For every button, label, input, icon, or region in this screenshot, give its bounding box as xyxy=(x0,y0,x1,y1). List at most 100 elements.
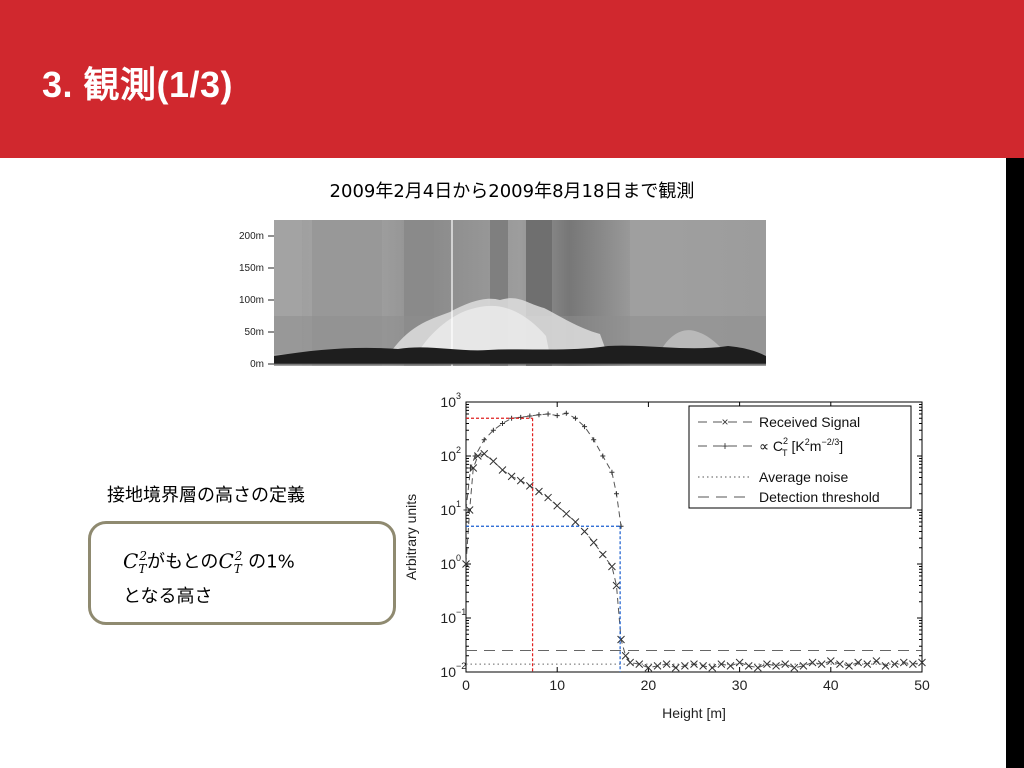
y-tick-label: 10 xyxy=(440,448,456,464)
ct2-point xyxy=(468,465,474,471)
y-tick-label: 200m xyxy=(239,231,264,242)
ct2-point xyxy=(582,424,588,430)
received-signal-point xyxy=(626,658,635,667)
definition-part-2: の1% xyxy=(242,551,295,573)
received-signal-point xyxy=(681,661,689,670)
received-signal-point xyxy=(699,661,707,670)
received-signal-point xyxy=(744,661,753,670)
received-signal-point xyxy=(489,457,498,466)
ct2-point xyxy=(563,410,569,416)
x-tick-label: 0 xyxy=(462,677,470,693)
y-tick-label: 10 xyxy=(440,394,456,410)
ct2-sup: 2 xyxy=(234,549,243,563)
received-signal-point xyxy=(589,538,598,547)
received-signal-point xyxy=(872,657,881,665)
guide-layer xyxy=(466,417,621,672)
received-signal-point xyxy=(753,663,762,672)
ct2-point xyxy=(591,437,597,443)
y-tick-exponent: 3 xyxy=(456,391,461,401)
received-signal-point xyxy=(899,658,908,667)
signal-profile-chart: 0 10 20 30 40 50 10 3 10 2 10 1 10 0 10 −1 10 −2 Height … xyxy=(398,386,934,730)
received-signal-point xyxy=(498,466,507,474)
received-signal-point xyxy=(617,635,625,644)
received-signal-point xyxy=(918,658,926,667)
received-signal-point xyxy=(571,518,580,526)
ct2-point xyxy=(527,413,533,419)
received-signal-point xyxy=(717,660,726,668)
received-signal-point xyxy=(808,658,817,667)
received-signal-point xyxy=(708,663,717,672)
received-signal-point xyxy=(598,550,607,559)
ct2-point xyxy=(472,453,478,459)
received-signal-point xyxy=(845,661,853,670)
x-tick-label: 50 xyxy=(914,677,930,693)
received-signal-point xyxy=(854,658,863,667)
legend-marker-plus: + xyxy=(721,439,728,453)
received-signal-point xyxy=(881,661,890,670)
ct2-point xyxy=(463,507,469,513)
received-signal-point xyxy=(544,493,552,502)
ct2-point xyxy=(536,412,542,418)
x-axis-label: Height [m] xyxy=(662,705,726,721)
ct2-point xyxy=(618,523,624,529)
ct2-sup: 2 xyxy=(139,549,147,563)
received-signal-point xyxy=(465,506,474,514)
received-signal-point xyxy=(690,660,698,668)
observation-period: 2009年2月4日から2009年8月18日まで観測 xyxy=(329,181,695,202)
definition-text: CT2がもとのCT2 の1% となる高さ xyxy=(123,542,295,611)
slide-title: 3. 観測(1/3) xyxy=(42,64,234,105)
height-time-section-image: 200m 150m 100m 50m 0m xyxy=(228,216,770,378)
ct2-point xyxy=(554,413,560,419)
received-signal-point xyxy=(726,661,735,670)
received-signal-point xyxy=(763,660,771,668)
legend-label-noise: Average noise xyxy=(759,469,848,485)
height-time-section-svg: 200m 150m 100m 50m 0m xyxy=(239,220,766,370)
ct2-symbol: CT2 xyxy=(123,548,147,576)
received-signal-point xyxy=(653,661,662,670)
ct2-point xyxy=(613,491,619,497)
ct2-point xyxy=(518,414,524,420)
title-bar: 3. 観測(1/3) xyxy=(0,0,1024,158)
received-signal-point xyxy=(535,487,543,496)
y-tick-exponent: −1 xyxy=(456,607,466,617)
y-tick-label: 0m xyxy=(250,359,264,370)
legend-label-ct2: ∝ C2 T [K2m−2/3] xyxy=(759,436,843,458)
ct2-point xyxy=(545,411,551,417)
x-tick-label: 30 xyxy=(732,677,748,693)
received-signal-point xyxy=(781,660,790,668)
section-heading: 接地境界層の高さの定義 xyxy=(107,485,305,506)
y-tick-exponent: 0 xyxy=(456,553,461,563)
y-tick-label: 50m xyxy=(245,327,264,338)
received-signal-point xyxy=(462,560,470,568)
y-tick-exponent: 2 xyxy=(456,445,461,455)
received-signal-point xyxy=(507,472,516,481)
ct2-point xyxy=(572,415,578,421)
received-signal-point xyxy=(553,501,562,510)
ct2-line xyxy=(465,412,622,527)
received-signal-point xyxy=(608,562,616,571)
received-signal-point xyxy=(480,449,489,458)
series-layer xyxy=(462,410,926,672)
received-signal-point xyxy=(612,581,621,590)
definition-box: CT2がもとのCT2 の1% となる高さ xyxy=(88,521,396,625)
received-signal-point xyxy=(662,660,671,668)
chart-legend: × Received Signal + ∝ C2 T [K2m−2/3] Avera… xyxy=(688,405,912,509)
x-tick-label: 20 xyxy=(641,677,657,693)
received-signal-point xyxy=(772,661,780,670)
y-axis-ticks: 200m 150m 100m 50m 0m xyxy=(239,231,274,370)
legend-label-received: Received Signal xyxy=(759,414,860,430)
received-signal-point xyxy=(516,476,525,485)
y-tick-label: 10 xyxy=(440,610,456,626)
y-tick-label: 10 xyxy=(440,664,456,680)
received-signal-point xyxy=(644,663,653,672)
received-signal-point xyxy=(799,661,808,670)
received-signal-point xyxy=(580,527,589,536)
received-signal-point xyxy=(621,651,630,660)
ground-layer xyxy=(274,345,766,364)
y-tick-label: 10 xyxy=(440,502,456,518)
received-signal-point xyxy=(826,657,835,665)
y-tick-exponent: −2 xyxy=(456,661,466,671)
ct2-sub: T xyxy=(233,561,242,576)
definition-part-3: となる高さ xyxy=(123,585,213,607)
